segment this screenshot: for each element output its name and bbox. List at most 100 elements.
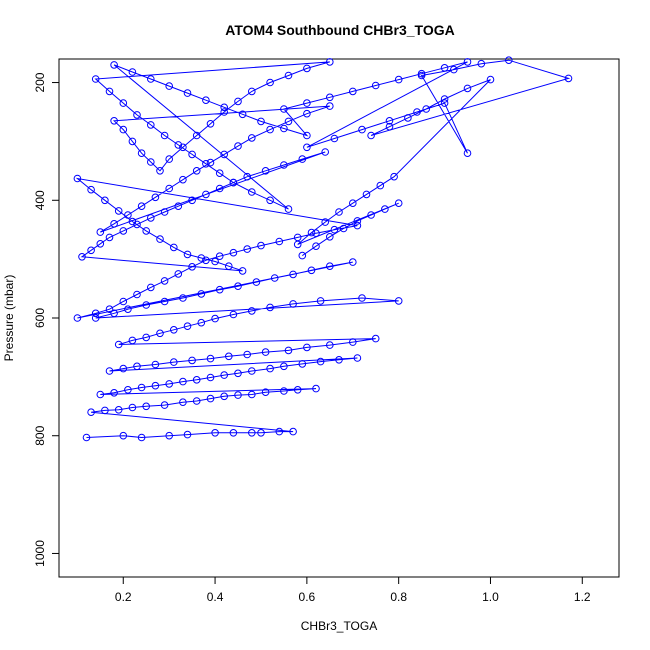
data-point <box>192 376 201 384</box>
data-point <box>243 350 251 359</box>
data-point <box>133 290 141 299</box>
data-point <box>293 240 302 249</box>
data-point <box>280 124 288 133</box>
data-point <box>119 297 128 306</box>
data-point <box>192 131 201 140</box>
data-point <box>316 297 325 305</box>
data-point <box>275 237 284 246</box>
data-point <box>110 389 118 397</box>
data-point <box>202 256 210 265</box>
data-point <box>229 248 238 257</box>
data-point <box>367 131 375 140</box>
data-point <box>206 354 215 363</box>
data-point <box>73 174 82 183</box>
data-point <box>192 167 201 175</box>
x-tick-label: 0.4 <box>207 590 224 604</box>
data-point <box>147 283 155 292</box>
data-point <box>179 398 187 407</box>
data-point <box>87 408 95 417</box>
data-point <box>87 185 95 194</box>
data-point <box>119 125 128 134</box>
data-point <box>105 87 114 96</box>
data-point <box>128 403 137 412</box>
data-point <box>211 257 219 266</box>
data-point <box>335 356 343 364</box>
data-point <box>119 99 128 107</box>
data-point <box>215 285 224 294</box>
data-point <box>110 117 118 125</box>
data-point <box>197 254 206 262</box>
data-point <box>284 71 293 80</box>
data-point <box>96 228 105 236</box>
data-point <box>298 360 307 368</box>
data-point <box>463 149 472 157</box>
data-point <box>275 427 284 436</box>
data-point <box>220 108 228 116</box>
data-point <box>404 114 412 122</box>
data-point <box>179 377 187 386</box>
data-point <box>257 429 265 437</box>
x-tick-label: 0.2 <box>115 590 132 604</box>
data-point <box>78 252 86 261</box>
data-point <box>110 309 118 318</box>
data-point <box>234 97 242 106</box>
data-point <box>234 369 242 378</box>
data-point <box>284 117 293 126</box>
data-point <box>110 220 118 228</box>
data-point <box>326 93 334 102</box>
data-point <box>114 207 123 215</box>
data-point <box>87 246 95 255</box>
data-point <box>266 78 274 87</box>
data-point <box>362 190 371 199</box>
data-point <box>266 125 274 134</box>
data-point <box>114 340 123 349</box>
data-point <box>202 96 210 104</box>
data-point <box>238 267 247 275</box>
data-point <box>248 390 256 399</box>
data-point <box>440 64 449 72</box>
data-point <box>179 294 187 302</box>
data-point <box>316 357 325 366</box>
data-point <box>101 406 109 415</box>
data-point <box>165 155 173 163</box>
data-point <box>105 305 114 314</box>
data-point <box>151 193 160 202</box>
data-point <box>101 196 109 205</box>
data-point <box>156 329 164 338</box>
data-point <box>248 134 256 142</box>
data-point <box>165 184 173 193</box>
data-point <box>105 233 114 242</box>
data-point <box>486 75 495 84</box>
data-point <box>238 110 247 119</box>
data-point <box>280 362 288 371</box>
data-point <box>321 218 330 226</box>
data-point <box>440 99 449 107</box>
data-point <box>137 202 146 210</box>
data-point <box>142 227 150 235</box>
data-point <box>160 277 169 285</box>
data-point <box>261 388 270 397</box>
data-point <box>160 297 169 306</box>
data-point <box>206 120 215 128</box>
data-point <box>463 58 472 66</box>
data-point <box>358 125 366 134</box>
data-point <box>450 65 458 74</box>
data-point <box>381 205 389 213</box>
data-point <box>349 338 357 346</box>
data-point <box>137 383 146 392</box>
data-point <box>312 229 320 237</box>
data-point <box>394 75 403 84</box>
x-tick-label: 0.6 <box>299 590 316 604</box>
data-point <box>326 341 334 349</box>
data-point <box>179 143 187 152</box>
data-point <box>353 217 362 225</box>
data-point <box>124 211 132 219</box>
data-point <box>206 373 215 382</box>
data-point <box>202 160 210 168</box>
data-point <box>229 310 238 319</box>
data-point <box>137 433 146 442</box>
data-point <box>243 172 251 181</box>
data-point <box>248 429 256 437</box>
data-point <box>440 95 449 103</box>
data-point <box>160 208 169 216</box>
